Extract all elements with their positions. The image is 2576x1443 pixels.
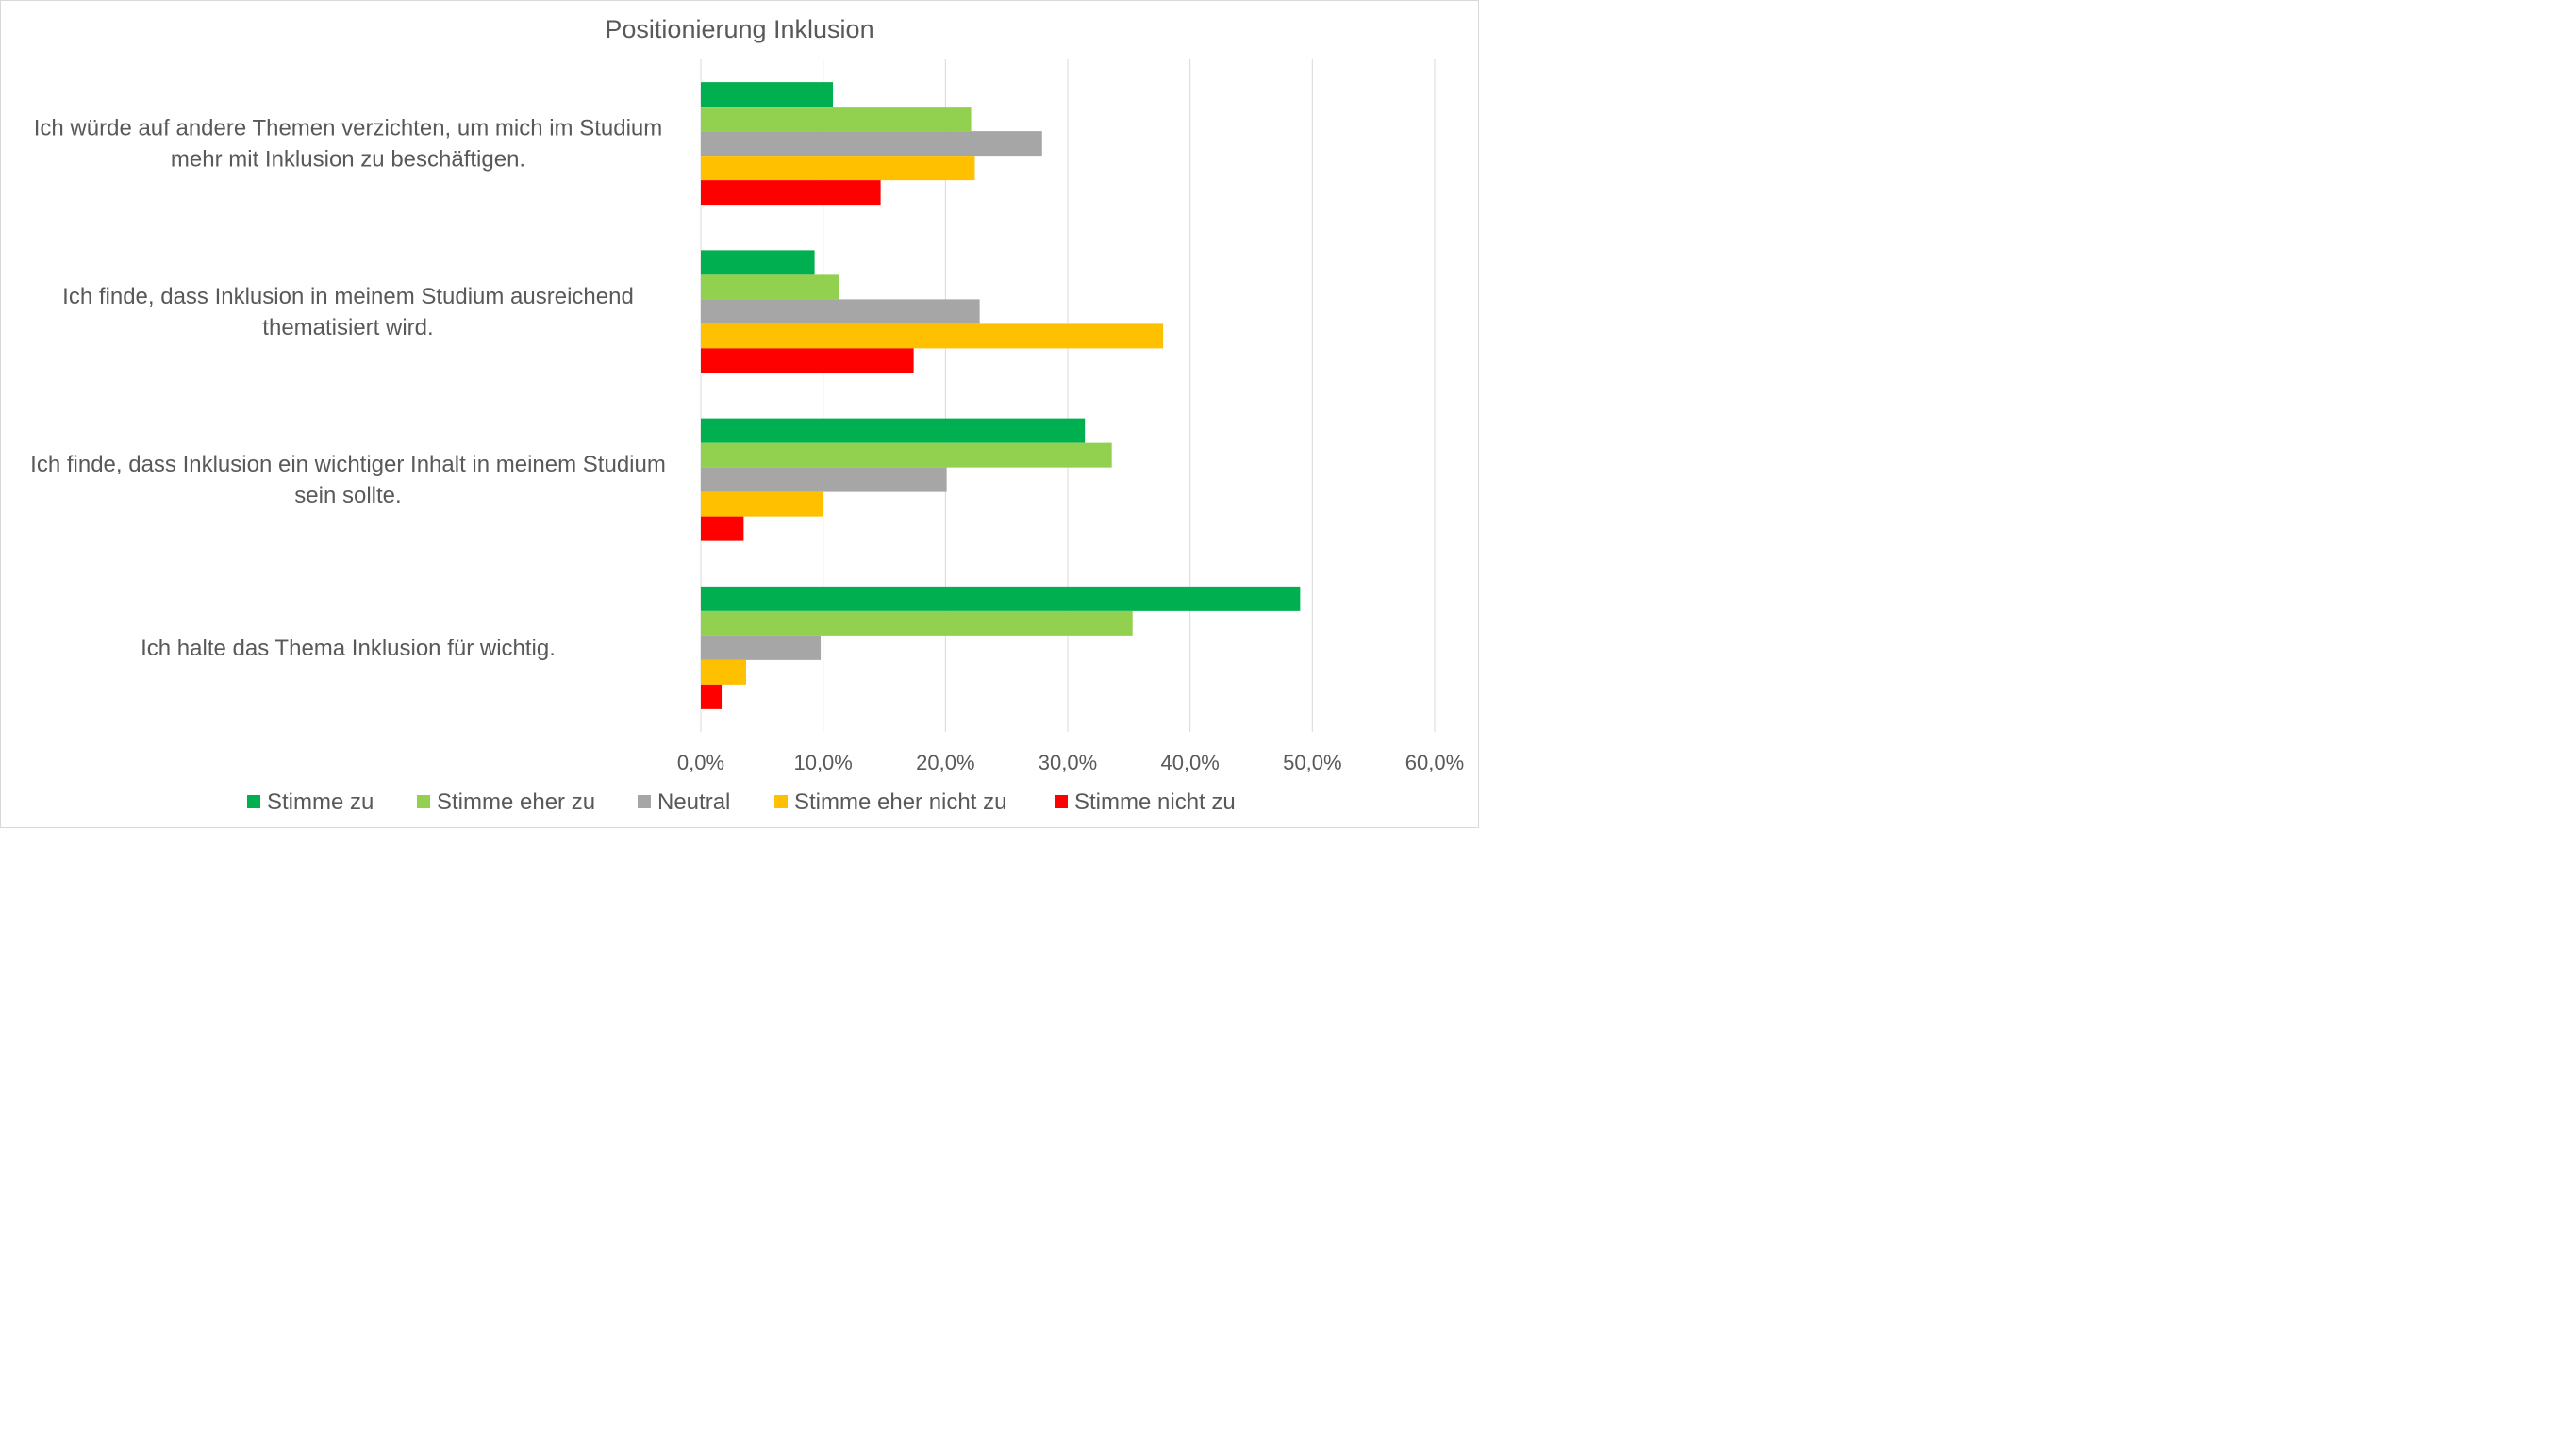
legend-label: Stimme eher nicht zu [794, 789, 1006, 815]
category-label: Ich finde, dass Inklusion ein wichtiger … [30, 452, 666, 477]
x-tick-label: 30,0% [1039, 751, 1097, 774]
legend-swatch [417, 795, 430, 808]
legend-label: Stimme eher zu [437, 789, 595, 815]
x-tick-label: 50,0% [1283, 751, 1341, 774]
bar-chart: Positionierung Inklusion Ich würde auf a… [30, 15, 1464, 815]
bar [701, 180, 881, 206]
x-tick-labels: 0,0% 10,0% 20,0% 30,0% 40,0% 50,0% 60,0% [677, 751, 1464, 774]
bar [701, 156, 975, 181]
bar [701, 418, 1086, 443]
category-label: Ich finde, dass Inklusion in meinem Stud… [62, 284, 634, 309]
legend-label: Neutral [657, 789, 730, 815]
bar [701, 610, 1133, 636]
category-labels: Ich würde auf andere Themen verzichten, … [30, 116, 666, 661]
bar [701, 467, 947, 492]
bars [701, 82, 1301, 709]
chart-frame: Positionierung Inklusion Ich würde auf a… [0, 0, 1479, 828]
bar [701, 348, 914, 373]
bar [701, 323, 1164, 349]
x-tick-label: 20,0% [916, 751, 974, 774]
x-tick-label: 40,0% [1160, 751, 1219, 774]
bar [701, 586, 1301, 611]
legend-label: Stimme nicht zu [1074, 789, 1236, 815]
bar [701, 635, 822, 660]
category-label: Ich würde auf andere Themen verzichten, … [34, 116, 663, 141]
bar [701, 274, 839, 300]
x-tick-label: 10,0% [793, 751, 852, 774]
bar [701, 491, 823, 517]
bar [701, 442, 1112, 468]
legend-swatch [1055, 795, 1068, 808]
legend-label: Stimme zu [267, 789, 374, 815]
legend-swatch [774, 795, 788, 808]
legend-swatch [247, 795, 260, 808]
x-tick-label: 60,0% [1405, 751, 1464, 774]
bar [701, 659, 746, 685]
bar [701, 684, 723, 709]
bar [701, 299, 980, 324]
legend: Stimme zu Stimme eher zu Neutral Stimme ehe… [247, 789, 1236, 815]
bar [701, 250, 815, 275]
category-label: mehr mit Inklusion zu beschäftigen. [171, 147, 525, 173]
bar [701, 516, 744, 541]
category-label: thematisiert wird. [262, 315, 433, 340]
bar [701, 131, 1042, 157]
legend-swatch [638, 795, 651, 808]
chart-title: Positionierung Inklusion [605, 15, 873, 43]
x-tick-label: 0,0% [677, 751, 724, 774]
bar [701, 82, 834, 108]
category-label: Ich halte das Thema Inklusion für wichti… [141, 636, 556, 661]
bar [701, 107, 972, 132]
category-label: sein sollte. [294, 483, 401, 508]
